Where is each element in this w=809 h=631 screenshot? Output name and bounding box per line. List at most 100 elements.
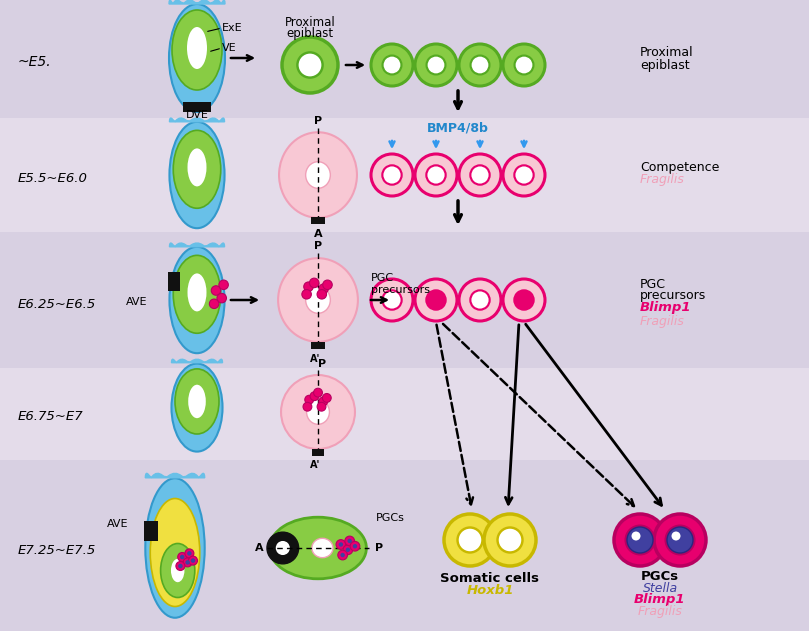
Circle shape [459,44,501,86]
Text: P: P [375,543,383,553]
Circle shape [415,44,457,86]
Circle shape [654,514,706,566]
Text: Competence: Competence [640,162,719,175]
Ellipse shape [188,148,206,186]
Circle shape [666,526,694,554]
Bar [0,368,809,460]
Circle shape [458,528,482,553]
Text: A': A' [310,460,320,470]
Text: Blimp1: Blimp1 [634,594,686,606]
Circle shape [180,555,184,559]
Text: epiblast: epiblast [640,59,689,71]
Text: P: P [318,358,326,369]
Bar [183,102,211,112]
Circle shape [303,403,311,411]
Circle shape [426,290,446,310]
Circle shape [336,540,345,550]
Circle shape [348,539,352,543]
Circle shape [383,290,401,310]
Circle shape [267,532,299,564]
Circle shape [319,397,328,406]
Circle shape [371,154,413,196]
Ellipse shape [146,478,205,618]
Circle shape [343,545,353,555]
Ellipse shape [187,27,207,69]
Ellipse shape [175,369,219,434]
Bar [0,0,809,118]
Circle shape [426,165,446,185]
Text: P: P [314,241,322,251]
Circle shape [302,290,311,299]
Text: epiblast: epiblast [286,27,333,40]
Text: PGC: PGC [640,278,666,290]
Circle shape [383,165,401,185]
Circle shape [515,290,534,310]
Circle shape [415,279,457,321]
Circle shape [303,282,313,292]
Ellipse shape [311,538,333,558]
Circle shape [503,44,545,86]
Circle shape [426,56,446,74]
Ellipse shape [188,273,206,312]
Text: Fragilis: Fragilis [640,314,685,327]
Polygon shape [169,118,225,122]
Ellipse shape [161,543,195,598]
Text: E6.25~E6.5: E6.25~E6.5 [18,298,96,312]
Ellipse shape [278,258,358,342]
Ellipse shape [169,247,225,353]
Text: PGCs: PGCs [376,513,404,523]
Bar [311,449,324,456]
Circle shape [219,280,228,290]
Circle shape [353,544,357,548]
Polygon shape [169,0,225,4]
Circle shape [191,558,195,563]
Circle shape [667,527,693,553]
Text: ExE: ExE [222,23,243,33]
Ellipse shape [306,286,330,314]
Circle shape [627,527,653,553]
Circle shape [298,52,323,78]
Polygon shape [172,359,222,363]
Circle shape [323,280,332,290]
Circle shape [459,154,501,196]
Circle shape [276,541,290,555]
Text: precursors: precursors [371,285,430,295]
Ellipse shape [172,10,222,90]
Circle shape [211,286,221,295]
Circle shape [188,556,197,565]
Text: Proximal: Proximal [285,16,336,28]
Circle shape [671,531,680,541]
Circle shape [185,549,194,558]
Ellipse shape [173,256,221,333]
Circle shape [345,548,350,552]
Bar [0,232,809,368]
Circle shape [470,165,489,185]
Text: A: A [255,543,264,553]
Circle shape [178,553,187,562]
Ellipse shape [171,559,184,582]
Ellipse shape [281,375,355,449]
Ellipse shape [269,517,366,579]
Text: A: A [314,229,322,239]
Circle shape [470,290,489,310]
Circle shape [339,542,343,546]
Circle shape [187,551,192,556]
Circle shape [183,558,192,567]
Text: Hoxb1: Hoxb1 [466,584,514,596]
Text: precursors: precursors [640,288,706,302]
Circle shape [310,392,319,401]
Circle shape [371,44,413,86]
Text: P: P [314,116,322,126]
Text: AVE: AVE [107,519,128,529]
Circle shape [338,550,348,560]
Circle shape [185,560,190,565]
Circle shape [319,284,328,293]
Circle shape [503,279,545,321]
Text: AVE: AVE [125,297,147,307]
Circle shape [371,279,413,321]
Text: ~E5.: ~E5. [18,55,52,69]
Circle shape [459,279,501,321]
Ellipse shape [188,385,205,418]
Circle shape [323,394,331,403]
Ellipse shape [279,133,357,218]
